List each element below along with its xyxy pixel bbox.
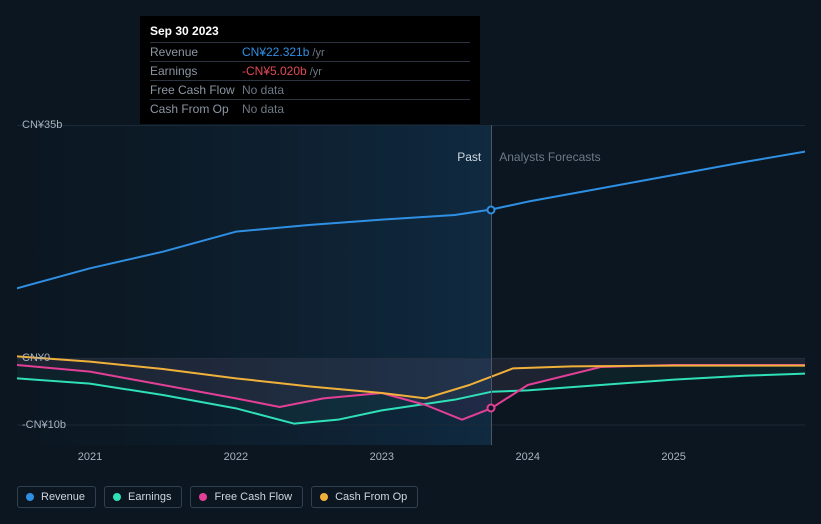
tooltip-row: RevenueCN¥22.321b/yr xyxy=(150,42,470,61)
tooltip-row: Earnings-CN¥5.020b/yr xyxy=(150,61,470,80)
x-axis-label: 2022 xyxy=(224,451,248,463)
x-axis-label: 2021 xyxy=(78,451,102,463)
legend-dot-icon xyxy=(26,493,34,501)
chart-canvas xyxy=(17,125,805,445)
x-axis-label: 2025 xyxy=(661,451,685,463)
legend-dot-icon xyxy=(320,493,328,501)
legend-label: Revenue xyxy=(41,491,85,503)
legend-dot-icon xyxy=(199,493,207,501)
tooltip-unit: /yr xyxy=(310,66,322,78)
legend-item-earnings[interactable]: Earnings xyxy=(104,486,182,508)
x-axis-label: 2024 xyxy=(515,451,539,463)
financials-chart[interactable]: CN¥35bCN¥0-CN¥10b 20212022202320242025 P… xyxy=(17,125,805,445)
legend-label: Free Cash Flow xyxy=(214,491,292,503)
legend-label: Cash From Op xyxy=(335,491,407,503)
tooltip-value: CN¥22.321b xyxy=(242,45,309,59)
tooltip-value: No data xyxy=(242,83,284,97)
legend-item-revenue[interactable]: Revenue xyxy=(17,486,96,508)
tooltip-row: Free Cash FlowNo data xyxy=(150,80,470,99)
hover-tooltip: Sep 30 2023 RevenueCN¥22.321b/yrEarnings… xyxy=(140,16,480,124)
cursor-marker-fcf xyxy=(487,404,496,413)
section-label-forecast: Analysts Forecasts xyxy=(499,150,600,164)
section-label-past: Past xyxy=(457,150,481,164)
tooltip-unit: /yr xyxy=(312,47,324,59)
tooltip-value: -CN¥5.020b xyxy=(242,64,307,78)
tooltip-metric: Earnings xyxy=(150,64,242,78)
chart-legend: Revenue Earnings Free Cash Flow Cash From O… xyxy=(17,486,418,508)
tooltip-metric: Cash From Op xyxy=(150,102,242,116)
legend-item-fcf[interactable]: Free Cash Flow xyxy=(190,486,303,508)
y-axis-label: CN¥0 xyxy=(22,352,67,364)
y-axis-label: -CN¥10b xyxy=(22,419,67,431)
x-axis-label: 2023 xyxy=(370,451,394,463)
y-axis-label: CN¥35b xyxy=(22,119,67,131)
cursor-marker-revenue xyxy=(487,205,496,214)
tooltip-date: Sep 30 2023 xyxy=(150,24,470,38)
tooltip-row: Cash From OpNo data xyxy=(150,99,470,118)
legend-label: Earnings xyxy=(128,491,171,503)
legend-dot-icon xyxy=(113,493,121,501)
tooltip-value: No data xyxy=(242,102,284,116)
legend-item-cfo[interactable]: Cash From Op xyxy=(311,486,418,508)
tooltip-metric: Free Cash Flow xyxy=(150,83,242,97)
tooltip-metric: Revenue xyxy=(150,45,242,59)
cursor-line xyxy=(491,125,492,445)
